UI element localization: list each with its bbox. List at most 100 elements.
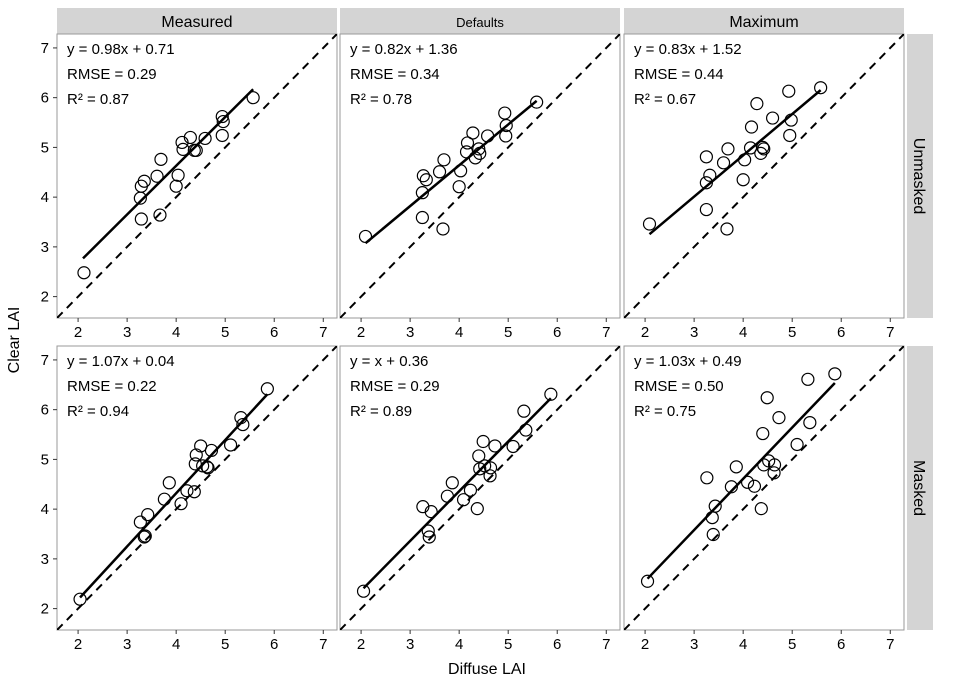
data-point (772, 411, 786, 425)
data-point (720, 222, 734, 236)
row-strip-label: Masked (910, 460, 927, 516)
data-point (468, 151, 482, 165)
y-tick-label: 7 (41, 352, 49, 369)
data-point (200, 460, 214, 474)
data-point (150, 169, 164, 183)
data-point (706, 527, 720, 542)
data-point (463, 483, 478, 497)
data-point (137, 174, 151, 188)
fit-annotation: y = x + 0.36 (350, 353, 428, 370)
x-tick-label: 3 (123, 324, 131, 341)
x-tick-label: 3 (123, 636, 131, 653)
x-tick-label: 7 (319, 636, 327, 653)
data-point (189, 448, 203, 462)
data-point (162, 476, 176, 490)
data-point (77, 266, 91, 280)
data-point (476, 434, 490, 449)
x-tick-label: 5 (221, 324, 229, 341)
data-point (699, 150, 713, 164)
data-point (716, 156, 731, 170)
fit-annotation: y = 0.98x + 0.71 (67, 41, 175, 58)
one-to-one-line (624, 346, 904, 630)
y-tick-label: 2 (41, 601, 49, 618)
data-point (459, 145, 474, 159)
data-point (544, 387, 558, 401)
data-point (415, 210, 429, 225)
facet-panel: 2 3 4 5 6 7 y = 0.82x + 1.36 RMSE = 0.34 R² = 0.… (339, 33, 621, 341)
fit-annotation: R² = 0.67 (634, 91, 696, 108)
data-point (744, 120, 759, 134)
data-point (498, 106, 512, 120)
data-point (642, 217, 657, 231)
x-tick-label: 6 (837, 636, 845, 653)
x-tick-label: 4 (455, 324, 463, 341)
y-tick-label: 7 (41, 40, 49, 57)
data-point (721, 142, 735, 156)
x-tick-label: 4 (172, 636, 180, 653)
data-point (419, 173, 433, 187)
data-point (137, 530, 151, 544)
data-point (757, 458, 771, 472)
fit-annotation: R² = 0.75 (634, 403, 696, 420)
data-point (460, 136, 475, 150)
x-tick-label: 5 (788, 636, 796, 653)
x-tick-label: 5 (221, 636, 229, 653)
data-point (456, 493, 471, 507)
fit-annotation: y = 1.03x + 0.49 (634, 353, 742, 370)
data-point (483, 469, 497, 483)
x-tick-label: 4 (455, 636, 463, 653)
data-point (472, 449, 486, 463)
data-point (483, 461, 498, 475)
x-tick-label: 6 (553, 324, 561, 341)
data-point (506, 439, 520, 454)
x-tick-label: 7 (886, 636, 894, 653)
column-strip-label: Maximum (729, 14, 798, 31)
data-point (424, 505, 438, 519)
fit-annotation: R² = 0.87 (67, 91, 129, 108)
data-point (488, 439, 502, 453)
data-point (174, 497, 188, 511)
x-tick-label: 2 (74, 324, 82, 341)
x-tick-label: 2 (357, 636, 365, 653)
data-point (478, 459, 492, 473)
x-tick-label: 7 (602, 636, 610, 653)
data-point (757, 142, 771, 156)
x-tick-label: 2 (641, 636, 649, 653)
data-point (201, 461, 215, 475)
x-tick-label: 4 (172, 324, 180, 341)
fit-annotation: y = 0.83x + 1.52 (634, 41, 742, 58)
data-point (767, 466, 781, 480)
y-tick-label: 5 (41, 451, 49, 468)
data-point (432, 165, 447, 179)
data-point (747, 479, 762, 493)
data-point (437, 153, 451, 167)
x-tick-label: 5 (504, 324, 512, 341)
data-point (189, 143, 203, 157)
data-point (517, 404, 531, 418)
data-point (740, 475, 755, 489)
data-point (756, 426, 770, 441)
data-point (171, 168, 185, 182)
data-point (169, 179, 183, 193)
y-tick-label: 6 (41, 90, 49, 107)
data-point (473, 146, 487, 160)
fit-annotation: y = 1.07x + 0.04 (67, 353, 175, 370)
regression-line (82, 88, 255, 260)
data-point (499, 118, 513, 133)
data-point (216, 114, 230, 129)
data-point (134, 212, 148, 226)
data-point (756, 140, 770, 155)
y-tick-label: 6 (41, 402, 49, 419)
fit-annotation: RMSE = 0.29 (67, 66, 157, 83)
x-tick-label: 4 (739, 324, 747, 341)
facet-panel: 2 3 4 5 6 7 y = 1.03x + 0.49 RMSE = 0.50 R² = 0.… (623, 345, 905, 653)
data-point (215, 109, 229, 124)
x-tick-label: 3 (690, 324, 698, 341)
data-point (699, 202, 713, 217)
y-tick-label: 4 (41, 501, 49, 518)
fit-annotation: RMSE = 0.22 (67, 378, 157, 395)
data-point (154, 152, 168, 166)
data-point (180, 484, 194, 498)
data-point (246, 91, 260, 105)
